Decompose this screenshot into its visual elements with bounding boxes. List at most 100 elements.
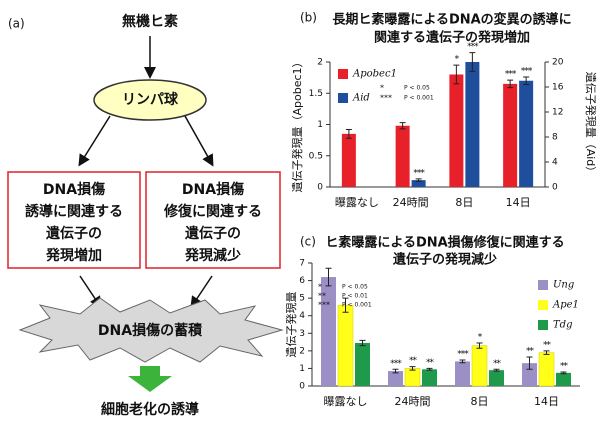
panel-label: (a) — [8, 17, 25, 31]
error-bar — [399, 122, 406, 130]
legend-label: Aid — [352, 93, 370, 104]
y-tick-label: 1 — [299, 364, 305, 374]
significance-label: *** — [390, 359, 402, 369]
note-text: P < 0.001 — [404, 95, 434, 102]
error-bar — [523, 76, 530, 85]
significance-label: ** — [493, 359, 502, 369]
box-line: 発現増加 — [45, 247, 102, 264]
x-tick-label: 24時間 — [393, 196, 429, 209]
note-symbol: *** — [380, 94, 392, 103]
box-line: 遺伝子の — [46, 225, 102, 242]
y-tick-label: 0 — [299, 382, 305, 392]
bar — [321, 277, 336, 386]
legend-label: Tdg — [553, 320, 572, 331]
x-tick-label: 8日 — [455, 196, 473, 209]
error-bar — [426, 367, 433, 371]
bar — [556, 372, 571, 386]
box — [7, 171, 141, 269]
bar — [489, 370, 504, 386]
bar — [471, 345, 488, 387]
significance-label: *** — [505, 70, 517, 80]
bar — [411, 180, 426, 187]
legend-swatch — [538, 320, 548, 330]
bar — [422, 369, 437, 386]
cell-label: リンパ球 — [122, 91, 179, 108]
y2-tick-label: 8 — [552, 133, 558, 143]
x-tick-label: 曝露なし — [335, 196, 379, 209]
bar — [465, 62, 480, 187]
y-tick-label: 6 — [299, 276, 305, 286]
y-tick-label: 7 — [299, 259, 305, 269]
significance-label: *** — [521, 67, 533, 77]
chart-title: ヒ素曝露によるDNA損傷修復に関連する — [325, 235, 564, 251]
chart-title: 長期ヒ素曝露によるDNAの変異の誘導に — [332, 12, 571, 28]
legend-label: Ung — [553, 280, 574, 291]
y2-tick-label: 12 — [552, 108, 563, 118]
cell-ellipse — [93, 79, 207, 121]
note-symbol: * — [380, 84, 384, 93]
box-line: 発現減少 — [184, 247, 241, 264]
chart-title: 関連する遺伝子の発現増加 — [374, 30, 530, 46]
x-tick-label: 曝露なし — [324, 395, 368, 408]
y-tick-label: 1.5 — [309, 89, 323, 99]
significance-label: ** — [526, 347, 535, 357]
x-tick-label: 8日 — [471, 395, 489, 408]
bar — [337, 304, 354, 387]
significance-label: * — [478, 332, 483, 342]
note-text: P < 0.001 — [342, 302, 372, 309]
bar — [538, 352, 555, 387]
source-label: 無機ヒ素 — [122, 13, 178, 30]
panel-label: (b) — [300, 11, 317, 25]
box-line: 修復に関連する — [163, 203, 262, 220]
bar — [395, 125, 410, 187]
y-label: 遺伝子発現量（Apobec1） — [290, 56, 304, 192]
error-bar — [459, 359, 466, 364]
x-tick-label: 24時間 — [395, 395, 431, 408]
note-text: P < 0.05 — [404, 85, 430, 92]
y2-tick-label: 0 — [552, 183, 558, 193]
significance-label: ** — [409, 356, 418, 366]
bar — [355, 342, 370, 386]
bar — [388, 371, 403, 386]
y-tick-label: 2 — [317, 58, 323, 68]
box — [145, 171, 281, 269]
bar — [404, 368, 421, 387]
significance-label: *** — [467, 42, 479, 52]
error-bar — [392, 368, 399, 374]
error-bar — [526, 356, 533, 370]
y2-label: 遺伝子発現量（Aid） — [584, 72, 598, 178]
significance-label: * — [455, 55, 460, 65]
arrow — [190, 275, 213, 309]
arrow — [78, 115, 111, 167]
error-bar — [560, 371, 567, 375]
bar — [522, 363, 537, 386]
y-tick-label: 0 — [317, 183, 323, 193]
box-line: 遺伝子の — [185, 225, 241, 242]
y-tick-label: 1 — [317, 120, 323, 130]
error-bar — [342, 297, 349, 313]
error-bar — [345, 129, 352, 139]
bar — [455, 361, 470, 386]
y-label: 遺伝子発現量 — [284, 292, 298, 358]
error-bar — [359, 339, 366, 347]
x-tick-label: 14日 — [506, 196, 531, 209]
note-symbol: ** — [318, 292, 326, 301]
bar — [519, 80, 534, 187]
green-arrow — [128, 366, 172, 392]
significance-label: *** — [413, 168, 425, 178]
legend-label: Ape1 — [552, 300, 579, 311]
error-bar — [469, 52, 476, 72]
note-symbol: * — [318, 283, 322, 292]
bar — [503, 83, 518, 187]
box-line: 誘導に関連する — [25, 203, 123, 220]
significance-label: ** — [426, 358, 435, 368]
error-bar — [543, 350, 550, 355]
x-tick-label: 14日 — [534, 395, 559, 408]
accumulation-label: DNA損傷の蓄積 — [98, 322, 203, 339]
note-text: P < 0.05 — [342, 284, 368, 291]
y-tick-label: 4 — [299, 311, 305, 321]
significance-label: ** — [560, 361, 569, 371]
arrow — [184, 115, 214, 167]
